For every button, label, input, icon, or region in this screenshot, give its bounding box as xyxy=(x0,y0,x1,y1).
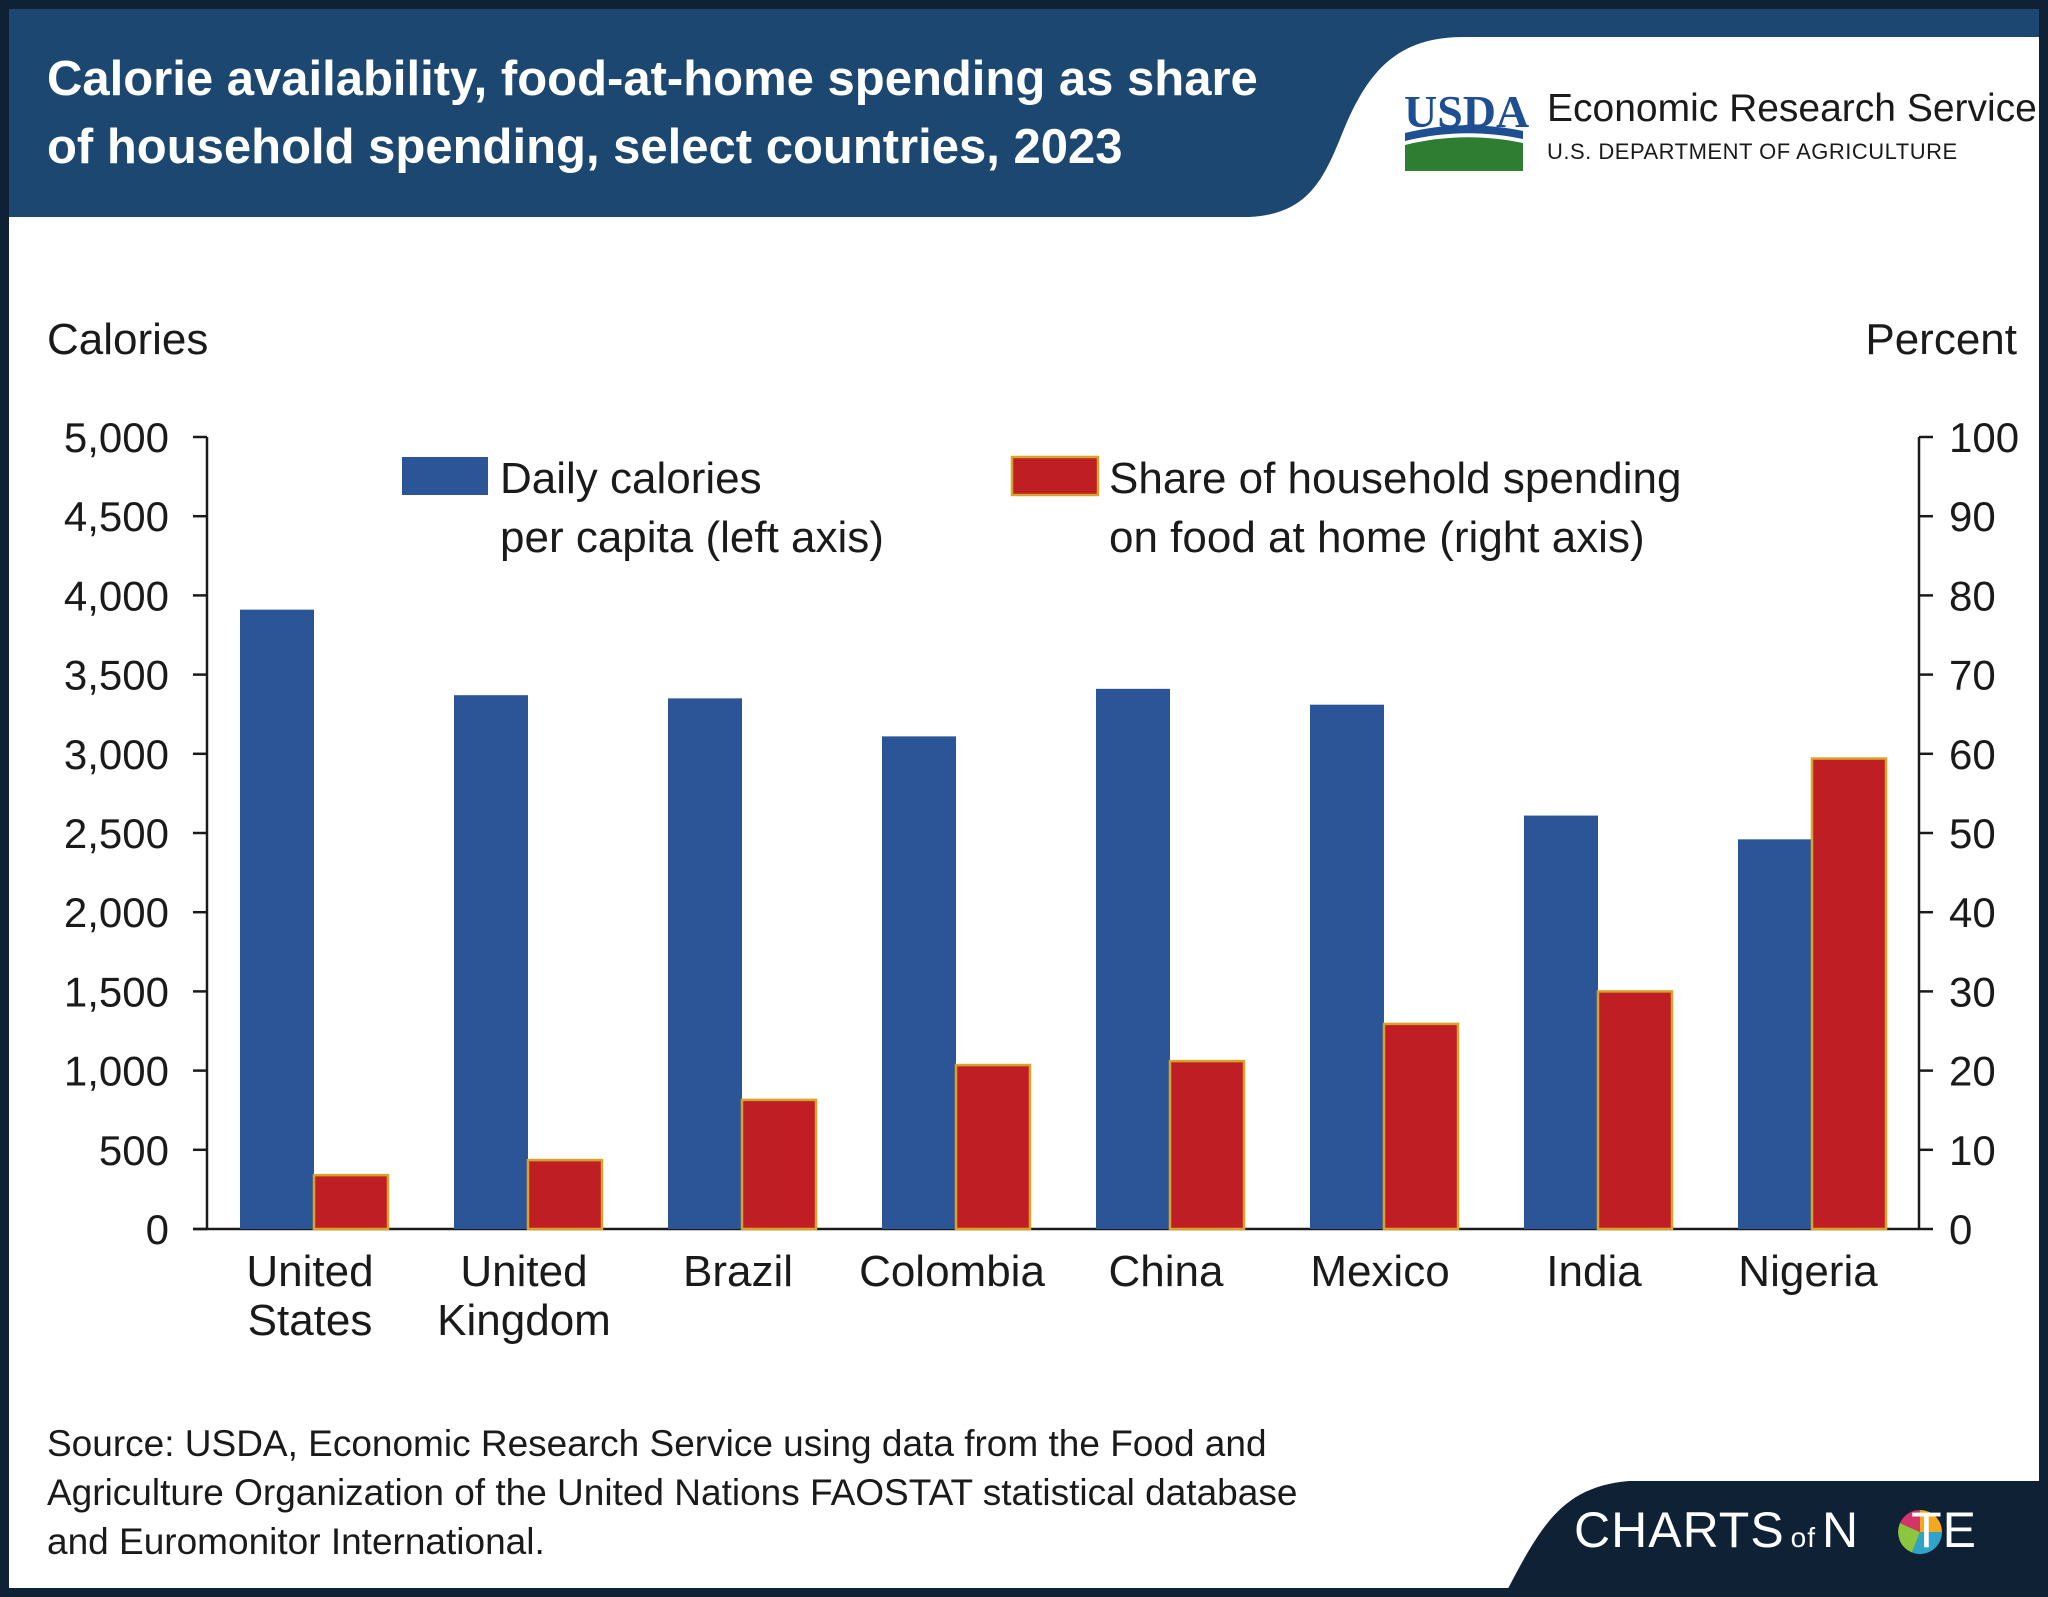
calories-bar xyxy=(882,736,956,1229)
right-tick-label: 100 xyxy=(1949,414,2019,461)
calories-bar xyxy=(1524,815,1598,1229)
share-bar xyxy=(312,1173,390,1231)
header-banner xyxy=(9,9,2039,217)
left-tick-label: 2,000 xyxy=(64,889,169,936)
department-name: U.S. DEPARTMENT OF AGRICULTURE xyxy=(1547,139,1958,164)
legend-swatch-share xyxy=(1010,455,1100,497)
right-tick-label: 40 xyxy=(1949,889,1996,936)
calories-bar xyxy=(1738,839,1812,1229)
calories-bar xyxy=(240,609,314,1229)
calories-bar xyxy=(1310,704,1384,1229)
chart-title: Calorie availability, food-at-home spend… xyxy=(47,45,1347,181)
right-tick-label: 10 xyxy=(1949,1127,1996,1174)
calories-bar xyxy=(1096,688,1170,1229)
bars xyxy=(240,609,1888,1231)
category-label: Colombia xyxy=(859,1247,1045,1296)
source-line-3: and Euromonitor International. xyxy=(47,1521,545,1562)
right-tick-label: 20 xyxy=(1949,1048,1996,1095)
category-label: India xyxy=(1546,1247,1642,1296)
left-tick-label: 1,000 xyxy=(64,1048,169,1095)
right-tick-label: 90 xyxy=(1949,493,1996,540)
right-tick-label: 0 xyxy=(1949,1206,1972,1253)
agency-name: Economic Research Service xyxy=(1547,87,2037,130)
left-tick-label: 500 xyxy=(99,1127,169,1174)
brand-charts: CHARTS xyxy=(1574,1502,1785,1558)
brand-te: TE xyxy=(1911,1502,1978,1558)
left-tick-label: 2,500 xyxy=(64,810,169,857)
legend-label-share: on food at home (right axis) xyxy=(1109,513,1645,562)
legend-label-calories: per capita (left axis) xyxy=(500,513,884,562)
right-tick-label: 70 xyxy=(1949,652,1996,699)
calories-bar xyxy=(454,695,528,1229)
left-tick-label: 4,500 xyxy=(64,493,169,540)
left-tick-label: 3,500 xyxy=(64,652,169,699)
left-axis-title: Calories xyxy=(47,315,208,364)
right-tick-label: 60 xyxy=(1949,731,1996,778)
axes: 05001,0001,5002,0002,5003,0003,5004,0004… xyxy=(64,414,2019,1345)
source-line-1: Source: USDA, Economic Research Service … xyxy=(47,1423,1267,1464)
left-tick-label: 4,000 xyxy=(64,572,169,619)
right-axis-title: Percent xyxy=(1865,315,2017,364)
legend-label-share: Share of household spending xyxy=(1109,454,1681,503)
category-label: United xyxy=(246,1247,373,1296)
pie-logo-icon xyxy=(1898,1510,1942,1555)
left-tick-label: 0 xyxy=(146,1206,169,1253)
source-note: Source: USDA, Economic Research Service … xyxy=(47,1419,1487,1566)
charts-of-note-logo: CHARTS of N TE xyxy=(1574,1501,1977,1559)
legend-swatch-calories xyxy=(402,457,488,495)
title-line-1: Calorie availability, food-at-home spend… xyxy=(47,52,1258,106)
share-bar xyxy=(526,1158,604,1231)
legend-label-calories: Daily calories xyxy=(500,454,762,503)
share-bar xyxy=(1810,757,1888,1231)
left-tick-label: 1,500 xyxy=(64,968,169,1015)
share-bar xyxy=(1596,990,1674,1231)
bar-chart: Calories Percent 05001,0001,5002,0002,50… xyxy=(47,315,2019,1345)
category-label: States xyxy=(248,1296,373,1345)
calories-bar xyxy=(668,698,742,1229)
title-line-2: of household spending, select countries,… xyxy=(47,120,1123,174)
category-label: Brazil xyxy=(683,1247,793,1296)
usda-logo-icon xyxy=(1405,125,1523,171)
left-tick-label: 3,000 xyxy=(64,731,169,778)
left-tick-label: 5,000 xyxy=(64,414,169,461)
header-background xyxy=(9,9,2039,217)
category-label: Nigeria xyxy=(1738,1247,1878,1296)
legend: Daily calories per capita (left axis) Shar… xyxy=(402,454,1681,562)
right-tick-label: 50 xyxy=(1949,810,1996,857)
share-bar xyxy=(954,1063,1032,1231)
source-line-2: Agriculture Organization of the United N… xyxy=(47,1472,1298,1513)
category-label: United xyxy=(460,1247,587,1296)
category-label: Kingdom xyxy=(437,1296,611,1345)
share-bar xyxy=(1168,1059,1246,1231)
share-bar xyxy=(740,1098,818,1231)
right-tick-label: 30 xyxy=(1949,968,1996,1015)
share-bar xyxy=(1382,1022,1460,1231)
category-label: China xyxy=(1109,1247,1224,1296)
right-tick-label: 80 xyxy=(1949,572,1996,619)
footer-banner xyxy=(1508,1481,2039,1588)
brand-n: N xyxy=(1822,1502,1860,1558)
category-label: Mexico xyxy=(1310,1247,1449,1296)
footer-background xyxy=(1508,1481,2039,1588)
brand-of: of xyxy=(1790,1522,1817,1553)
